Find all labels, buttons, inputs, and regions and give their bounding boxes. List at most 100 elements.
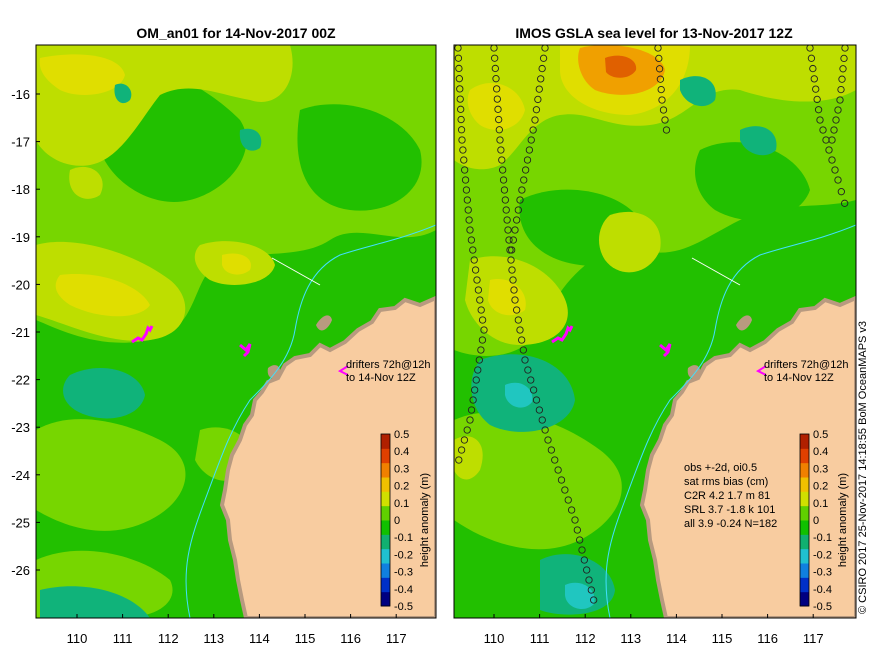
obs-marker: [576, 536, 584, 544]
lon-tick-label: 112: [158, 631, 179, 646]
obs-marker: [514, 316, 522, 324]
obs-marker: [473, 276, 481, 284]
obs-marker: [497, 146, 505, 154]
obs-marker: [454, 54, 463, 62]
obs-marker: [662, 126, 671, 134]
obs-marker: [590, 596, 598, 604]
right-colorbar: 0.5 0.4 0.3 0.2 0.1 0 -0.1 -0.2 -0.3 -0.4 -0.5: [799, 429, 832, 613]
colorbar-segment: [381, 491, 390, 507]
colorbar-segment: [381, 548, 390, 564]
obs-marker: [491, 54, 499, 62]
obs-marker: [837, 188, 845, 196]
obs-marker: [471, 386, 479, 394]
anomaly-region: [40, 586, 150, 618]
obs-marker: [841, 45, 849, 52]
lat-tick-label: -22: [11, 373, 30, 388]
anomaly-region: [598, 211, 661, 273]
obs-marker: [585, 576, 593, 584]
obs-marker: [455, 75, 463, 83]
obs-marker: [510, 286, 518, 294]
colorbar-segment: [381, 434, 390, 449]
colorbar-segment: [800, 520, 809, 535]
obs-marker: [809, 64, 817, 73]
obs-marker: [467, 406, 476, 414]
colorbar-segment: [800, 534, 809, 550]
obs-marker: [561, 486, 569, 494]
anomaly-region: [605, 55, 637, 78]
obs-marker: [839, 65, 847, 73]
obs-marker: [508, 266, 516, 274]
lat-tick-label: -16: [11, 87, 30, 102]
obs-marker: [812, 85, 820, 93]
right-map-frame: [453, 44, 857, 619]
obs-marker: [535, 85, 543, 93]
stats-box: obs +-2d, oi0.5 sat rms bias (cm) C2R 4.…: [684, 462, 777, 530]
obs-marker: [509, 236, 517, 244]
colorbar-tick-label: 0.5: [394, 429, 409, 441]
anomaly-region: [297, 104, 422, 211]
stats-line: all 3.9 -0.24 N=182: [684, 518, 777, 530]
colorbar-tick-label: 0.2: [394, 481, 409, 493]
obs-marker: [508, 246, 516, 254]
lat-tick-label: -24: [11, 468, 30, 483]
obs-marker: [501, 196, 509, 204]
colorbar-tick-label: 0: [394, 515, 400, 527]
track-line: [271, 257, 321, 286]
obs-marker: [834, 106, 842, 114]
island: [316, 315, 332, 331]
obs-marker: [496, 136, 504, 144]
obs-marker: [455, 64, 463, 73]
obs-marker: [463, 196, 471, 204]
obs-marker: [494, 105, 502, 113]
colorbar-tick-label: -0.5: [813, 601, 832, 613]
colorbar-segment: [800, 448, 809, 464]
obs-marker: [810, 75, 818, 83]
anomaly-region: [565, 582, 595, 610]
obs-marker: [551, 456, 559, 464]
obs-marker: [516, 196, 524, 204]
colorbar-segment: [800, 591, 809, 607]
lon-tick-label: 110: [67, 631, 88, 646]
lon-tick-label: 115: [712, 631, 733, 646]
left-lat-axis: -16 -17 -18 -19 -20 -21 -22 -23 -24 -25 -26: [11, 87, 40, 578]
colorbar-tick-label: -0.2: [394, 549, 413, 561]
lat-tick-label: -25: [11, 515, 30, 530]
obs-marker: [520, 176, 528, 184]
drifter-legend-marker: [755, 365, 767, 376]
obs-marker: [456, 95, 464, 103]
obs-marker: [816, 116, 824, 124]
drifter-note-line-2: to 14-Nov 12Z: [346, 372, 416, 384]
left-map[interactable]: drifters 72h@12h to 14-Nov 12Z 0.5 0.4 0.3…: [36, 45, 436, 618]
anomaly-region: [740, 126, 777, 156]
colorbar-tick-label: 0.3: [813, 463, 828, 475]
drifter-note-line-1: drifters 72h@12h: [346, 359, 431, 371]
anomaly-region: [222, 253, 251, 275]
colorbar-segment: [381, 563, 390, 578]
obs-marker: [532, 396, 541, 404]
obs-marker: [521, 356, 529, 364]
obs-marker: [524, 366, 532, 374]
obs-marker: [831, 166, 839, 174]
obs-marker: [838, 75, 846, 83]
colorbar-tick-label: 0.4: [394, 446, 409, 458]
colorbar-tick-label: 0.1: [394, 498, 409, 510]
obs-marker: [527, 376, 535, 384]
obs-marker: [504, 226, 512, 234]
obs-marker: [538, 416, 546, 424]
colorbar-segment: [800, 563, 809, 578]
colorbar-segment: [800, 462, 809, 478]
colorbar-tick-label: 0.3: [394, 463, 409, 475]
lon-tick-label: 114: [249, 631, 270, 646]
lat-tick-label: -17: [11, 135, 30, 150]
colorbar-label: height anomaly (m): [837, 473, 849, 567]
obs-marker: [537, 75, 545, 83]
obs-marker: [518, 186, 526, 194]
lon-tick-label: 117: [386, 631, 407, 646]
obs-marker: [557, 476, 566, 484]
obs-marker: [583, 566, 591, 574]
obs-marker: [503, 216, 511, 224]
obs-marker: [462, 186, 471, 194]
right-map[interactable]: drifters 72h@12h to 14-Nov 12Z obs +-2d,…: [454, 45, 856, 618]
stats-line: obs +-2d, oi0.5: [684, 462, 757, 474]
obs-marker: [511, 226, 519, 234]
